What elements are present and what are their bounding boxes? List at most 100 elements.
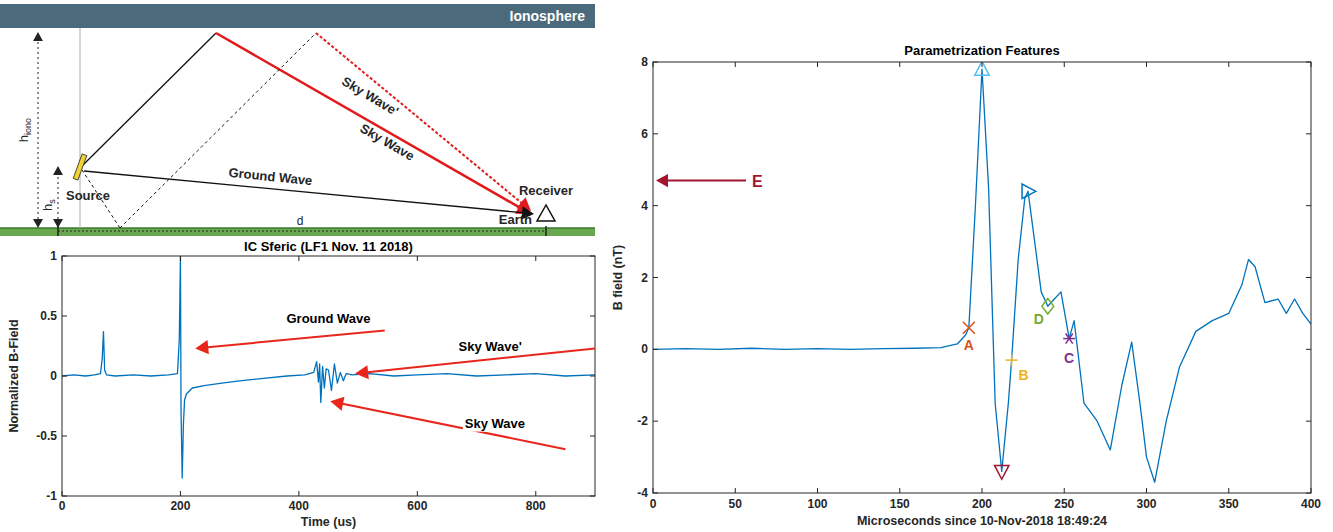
height-label: hs <box>40 199 57 211</box>
y-tick-label: -2 <box>637 414 648 428</box>
annotation-arrow-head <box>656 174 668 187</box>
y-tick-label: 0 <box>641 342 648 356</box>
x-tick-label: 800 <box>526 499 546 513</box>
chart: 0200400600800-1-0.500.51IC Sferic (LF1 N… <box>7 239 595 529</box>
h-s-line <box>58 172 59 224</box>
y-tick <box>653 133 658 134</box>
x-tick-label: 150 <box>890 497 910 511</box>
y-tick-label: 8 <box>641 55 648 69</box>
x-tick <box>1228 62 1229 67</box>
x-tick <box>735 62 736 67</box>
diagram: IonospherehionohsSourceReceiverEarthdSky… <box>0 4 595 236</box>
y-tick <box>62 436 67 437</box>
y-tick-label: 1 <box>50 249 57 263</box>
feature-marker <box>995 465 1009 479</box>
annotation-arrow-head <box>355 365 369 379</box>
data-group <box>653 62 1311 482</box>
x-tick <box>653 62 654 67</box>
x-tick <box>899 62 900 67</box>
distance-line <box>58 231 546 232</box>
annotation-label: Sky Wave' <box>459 339 522 354</box>
earth-label: Earth <box>499 212 532 227</box>
y-tick <box>590 496 595 497</box>
x-tick <box>62 256 63 261</box>
data-group <box>62 256 595 478</box>
y-tick <box>1306 493 1311 494</box>
y-tick-label: 0.5 <box>40 309 57 323</box>
feature-label: A <box>964 337 974 353</box>
chart-title: IC Sferic (LF1 Nov. 11 2018) <box>244 239 413 254</box>
marker-shape <box>975 62 989 75</box>
x-tick-label: 100 <box>807 497 827 511</box>
annotation-background <box>457 338 524 355</box>
x-tick-label: 0 <box>650 497 657 511</box>
annotation-label: Ground Wave <box>286 311 370 326</box>
y-tick-label: 2 <box>641 271 648 285</box>
x-tick <box>735 488 736 493</box>
figure: IonospherehionohsSourceReceiverEarthdSky… <box>0 0 1333 532</box>
annotation: Sky Wave <box>330 397 565 449</box>
height-label: hiono <box>16 118 33 142</box>
height-main: h <box>16 135 31 142</box>
annotation-label: Sky Wave <box>465 416 525 431</box>
y-tick <box>62 376 67 377</box>
y-tick-label: -4 <box>637 486 648 500</box>
annotation: Sky Wave' <box>355 338 595 380</box>
ground-wave-label: Ground Wave <box>228 165 313 188</box>
x-tick <box>180 491 181 496</box>
marker-shape <box>995 465 1009 479</box>
chart-title: Parametrization Features <box>904 43 1059 58</box>
distance-label: d <box>297 214 304 228</box>
feature-marker <box>1063 333 1075 343</box>
x-tick <box>982 62 983 67</box>
x-tick <box>817 62 818 67</box>
marker-stroke <box>1066 333 1073 343</box>
arrow-head <box>33 219 43 228</box>
x-axis-title: Time (us) <box>301 515 356 529</box>
sky-wave-prime-label: Sky Wave' <box>339 73 401 118</box>
ground <box>0 228 595 236</box>
source-label: Source <box>66 188 110 203</box>
annotation-arrow-head <box>195 340 209 354</box>
x-axis-title: Microseconds since 10-Nov-2018 18:49:24 <box>857 514 1107 528</box>
feature-marker <box>1022 184 1036 198</box>
y-tick <box>1306 421 1311 422</box>
marker-stroke <box>1066 333 1073 343</box>
y-tick <box>590 316 595 317</box>
x-tick-label: 350 <box>1219 497 1239 511</box>
y-tick <box>653 349 658 350</box>
x-tick <box>1228 488 1229 493</box>
annotation-arrow-head <box>330 397 344 411</box>
annotation-background <box>284 310 372 327</box>
arrow-head <box>53 166 63 175</box>
annotation-arrow <box>205 330 385 347</box>
x-tick <box>1064 62 1065 67</box>
feature-marker <box>963 322 975 334</box>
feature-marker <box>975 62 989 75</box>
y-axis-title: Normalized B-Field <box>7 319 21 432</box>
x-tick-label: 200 <box>170 499 190 513</box>
x-tick <box>982 488 983 493</box>
x-tick <box>62 491 63 496</box>
sky-wave-prime-up <box>120 33 316 228</box>
source-antenna <box>73 154 87 180</box>
y-tick <box>1306 277 1311 278</box>
x-tick <box>535 256 536 261</box>
x-tick <box>180 256 181 261</box>
annotation: Ground Wave <box>195 310 385 354</box>
x-tick-label: 0 <box>59 499 66 513</box>
feature-label: D <box>1034 311 1044 327</box>
annotation: E <box>656 173 763 190</box>
chart: 050100150200250300350400-4-202468Paramet… <box>611 43 1321 528</box>
annotation-arrow <box>666 180 746 182</box>
marker-stroke <box>963 322 975 334</box>
x-tick <box>899 488 900 493</box>
sky-wave-down <box>216 33 524 210</box>
y-tick <box>653 277 658 278</box>
x-tick-label: 300 <box>1136 497 1156 511</box>
data-line <box>62 256 595 478</box>
plot-frame <box>62 256 595 496</box>
x-tick <box>298 491 299 496</box>
annotation-arrow <box>340 403 565 449</box>
y-tick-label: -1 <box>46 489 57 503</box>
